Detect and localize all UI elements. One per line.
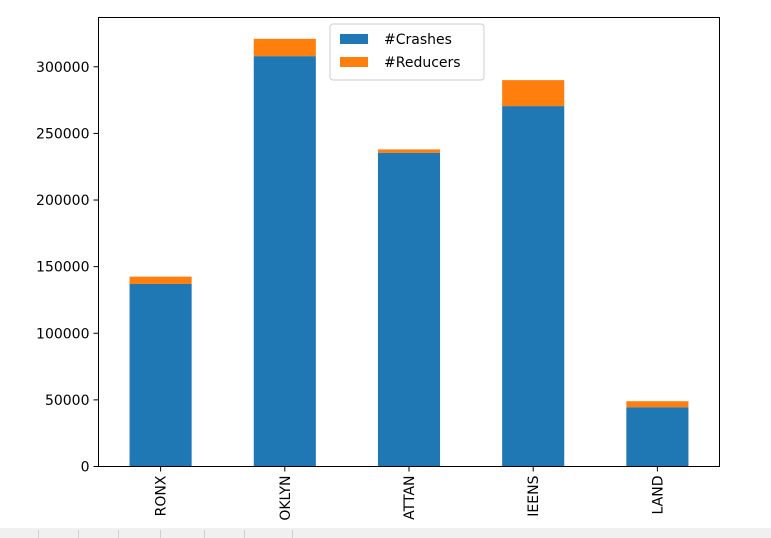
bar-crashes-1 xyxy=(253,56,316,467)
y-tick-label-0: 0 xyxy=(81,460,90,476)
x-tick-label-3: IEENS xyxy=(526,475,542,516)
y-tick-label-1: 50000 xyxy=(45,393,90,409)
toolbar-strip xyxy=(0,528,771,538)
legend-swatch-1 xyxy=(340,57,368,67)
bar-reducers-4 xyxy=(626,401,689,408)
legend-swatch-0 xyxy=(340,34,368,44)
y-tick-label-5: 250000 xyxy=(36,126,89,142)
y-tick-label-2: 100000 xyxy=(36,326,89,342)
x-axis: RONX OKLYN ATTAN IEENS LAND xyxy=(154,466,666,521)
bar-crashes-3 xyxy=(502,106,565,467)
bar-reducers-0 xyxy=(129,276,192,284)
plot-frame xyxy=(98,17,720,467)
y-tick-label-4: 200000 xyxy=(36,193,89,209)
x-tick-label-4: LAND xyxy=(650,476,666,515)
legend-box xyxy=(329,23,485,81)
x-tick-label-2: ATTAN xyxy=(402,476,418,520)
legend-label-0: #Crashes xyxy=(384,32,452,48)
bar-crashes-2 xyxy=(377,152,441,467)
y-tick-label-3: 150000 xyxy=(36,260,89,276)
bar-crashes-4 xyxy=(626,407,689,467)
bar-crashes-0 xyxy=(129,283,192,467)
bar-reducers-2 xyxy=(377,149,441,153)
legend: #Crashes #Reducers xyxy=(329,23,485,81)
legend-label-1: #Reducers xyxy=(384,55,461,71)
x-tick-label-0: RONX xyxy=(154,475,170,516)
bar-reducers-3 xyxy=(502,80,565,107)
x-tick-label-1: OKLYN xyxy=(278,476,294,521)
y-tick-label-6: 300000 xyxy=(36,60,89,76)
bar-reducers-1 xyxy=(253,38,316,57)
bars-layer xyxy=(129,38,689,467)
y-axis: 0 50000 100000 150000 200000 250000 300000 xyxy=(36,60,99,476)
